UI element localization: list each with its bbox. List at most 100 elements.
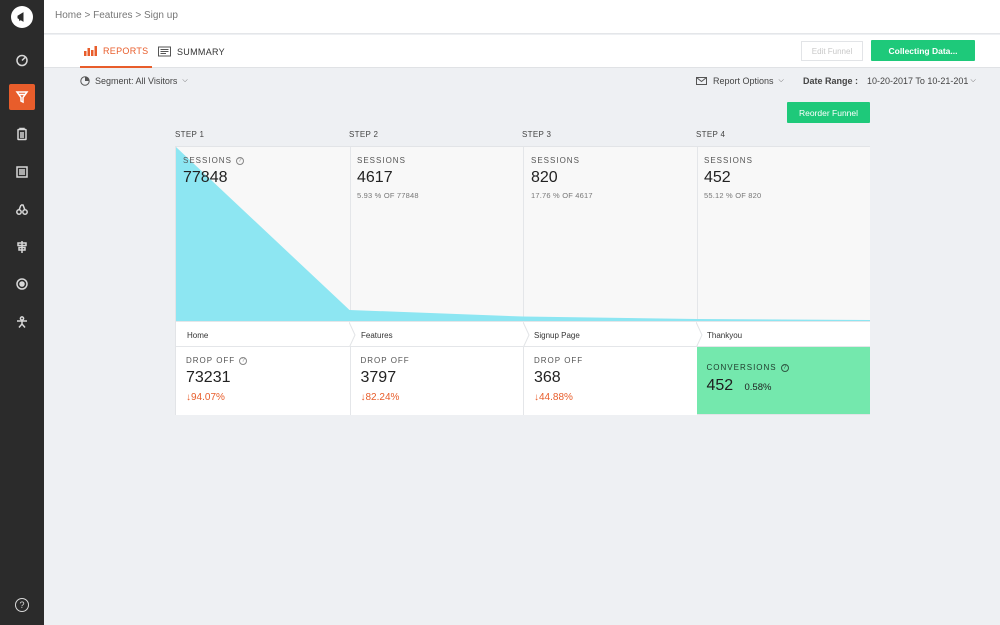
sessions-label: SESSIONS	[531, 156, 580, 165]
drop-off-value: 3797	[360, 369, 397, 386]
chevron-right-icon	[522, 322, 530, 348]
sidebar-item-list[interactable]	[9, 159, 35, 185]
sessions-value: 77848	[183, 169, 228, 186]
sessions-label: SESSIONS	[704, 156, 753, 165]
clipboard-icon	[17, 127, 27, 141]
segment-dropdown[interactable]: Segment: All Visitors ⌵	[80, 76, 188, 86]
drop-off-percent-text: 94.07%	[191, 392, 225, 403]
info-icon[interactable]: ?	[235, 156, 244, 165]
report-options-label: Report Options	[713, 76, 774, 86]
sessions-percent: 17.76 % OF 4617	[531, 191, 593, 200]
tab-bar: REPORTS SUMMARY Edit Funnel Collecting D…	[44, 35, 1000, 68]
breadcrumb-current: Sign up	[143, 10, 178, 21]
drop-off-percent: ↓94.07%	[186, 392, 225, 403]
envelope-icon	[696, 77, 707, 85]
chevron-down-icon: ⌵	[778, 77, 784, 84]
arrow-down-icon: ↓	[534, 392, 539, 403]
sidebar-item-funnels[interactable]	[9, 84, 35, 110]
app-logo[interactable]	[11, 6, 33, 28]
arrow-down-icon: ↓	[360, 392, 366, 403]
sidebar-item-reports[interactable]	[9, 121, 35, 147]
page-name: Thankyou	[707, 331, 743, 340]
arrow-down-icon: ↓	[186, 392, 191, 403]
page-name: Signup Page	[534, 331, 580, 340]
conversions-label: CONVERSIONS?	[707, 363, 789, 372]
help-icon[interactable]: ?	[15, 598, 29, 612]
breadcrumb-home[interactable]: Home	[55, 10, 82, 21]
page-name-row: Home Features Signup Page Thankyou	[176, 321, 870, 348]
sidebar-item-recordings[interactable]	[9, 271, 35, 297]
drop-off-cell: DROP OFF? 73231 ↓94.07%	[176, 347, 350, 415]
conversions-percent: 0.58%	[744, 382, 772, 393]
step-label: STEP 3	[522, 130, 552, 139]
sessions-percent: 55.12 % OF 820	[704, 191, 762, 200]
breadcrumb-separator: >	[84, 10, 91, 21]
report-options-dropdown[interactable]: Report Options ⌵	[696, 76, 784, 86]
sessions-label: SESSIONS?	[183, 156, 244, 165]
top-bar: Home > Features > Sign up	[44, 0, 1000, 34]
date-range-value: 10-20-2017 To 10-21-201	[867, 76, 969, 86]
chevron-down-icon: ⌵	[182, 77, 188, 84]
segment-label: Segment: All Visitors	[95, 76, 178, 86]
record-icon	[16, 278, 28, 290]
drop-off-label-text: DROP OFF	[186, 356, 236, 365]
date-range-label: Date Range :	[803, 76, 859, 86]
tab-reports-label: REPORTS	[103, 45, 149, 56]
page-name: Features	[361, 331, 393, 340]
drop-off-value: 73231	[186, 369, 231, 386]
drop-off-value: 368	[534, 369, 561, 386]
dashboard-icon	[16, 54, 28, 67]
breadcrumb-separator: >	[135, 10, 142, 21]
sidebar: ?	[0, 0, 44, 625]
users-icon	[16, 204, 28, 215]
drop-off-cell: DROP OFF 3797 ↓82.24%	[349, 347, 524, 415]
sessions-value: 4617	[357, 169, 393, 186]
drop-off-percent: ↓44.88%	[534, 392, 573, 403]
sidebar-item-dashboard[interactable]	[9, 47, 35, 73]
chevron-right-icon	[349, 322, 356, 348]
chevron-down-icon: ⌵	[970, 77, 976, 84]
info-icon[interactable]: ?	[239, 356, 248, 365]
reorder-funnel-button[interactable]: Reorder Funnel	[787, 102, 870, 123]
drop-off-percent-text: 82.24%	[365, 392, 400, 403]
pie-chart-icon	[80, 76, 90, 86]
document-icon	[158, 46, 171, 57]
sidebar-item-users[interactable]	[9, 196, 35, 222]
sessions-label-text: SESSIONS	[183, 156, 232, 165]
tab-reports[interactable]: REPORTS	[80, 35, 153, 68]
drop-off-label: DROP OFF	[360, 356, 410, 365]
drop-off-cell: DROP OFF 368 ↓44.88%	[523, 347, 697, 415]
drop-off-percent: ↓82.24%	[361, 392, 400, 403]
step-label: STEP 2	[349, 130, 379, 139]
megaphone-icon	[17, 12, 24, 22]
sessions-value: 820	[531, 169, 558, 186]
tab-summary-label: SUMMARY	[177, 46, 225, 57]
tab-summary[interactable]: SUMMARY	[158, 35, 225, 68]
conversions-value: 452	[706, 377, 734, 394]
edit-funnel-button[interactable]: Edit Funnel	[801, 41, 863, 61]
person-icon	[17, 316, 27, 328]
list-icon	[16, 166, 28, 178]
step-label: STEP 1	[175, 130, 205, 139]
collecting-data-button[interactable]: Collecting Data...	[871, 40, 975, 61]
sidebar-item-signposts[interactable]	[9, 234, 35, 260]
bar-chart-icon	[84, 46, 97, 56]
funnel-icon	[15, 91, 29, 104]
drop-off-label: DROP OFF	[534, 356, 584, 365]
step-label: STEP 4	[696, 130, 726, 139]
signpost-icon	[17, 241, 27, 253]
sessions-percent: 5.93 % OF 77848	[357, 191, 419, 200]
sidebar-item-settings[interactable]	[9, 309, 35, 335]
breadcrumb: Home > Features > Sign up	[55, 10, 178, 21]
page-name: Home	[187, 331, 209, 340]
drop-off-percent-text: 44.88%	[539, 392, 573, 403]
sessions-label: SESSIONS	[357, 156, 406, 165]
chevron-right-icon	[696, 322, 703, 348]
drop-off-label: DROP OFF?	[186, 356, 248, 365]
date-range-picker[interactable]: Date Range : 10-20-2017 To 10-21-201 ⌵	[803, 76, 976, 86]
sessions-value: 452	[704, 169, 731, 186]
breadcrumb-features[interactable]: Features	[93, 10, 133, 21]
info-icon[interactable]: ?	[780, 363, 789, 372]
funnel-chart: SESSIONS? 77848 SESSIONS 4617 5.93 % OF …	[175, 146, 871, 415]
conversions-label-text: CONVERSIONS	[706, 363, 777, 372]
